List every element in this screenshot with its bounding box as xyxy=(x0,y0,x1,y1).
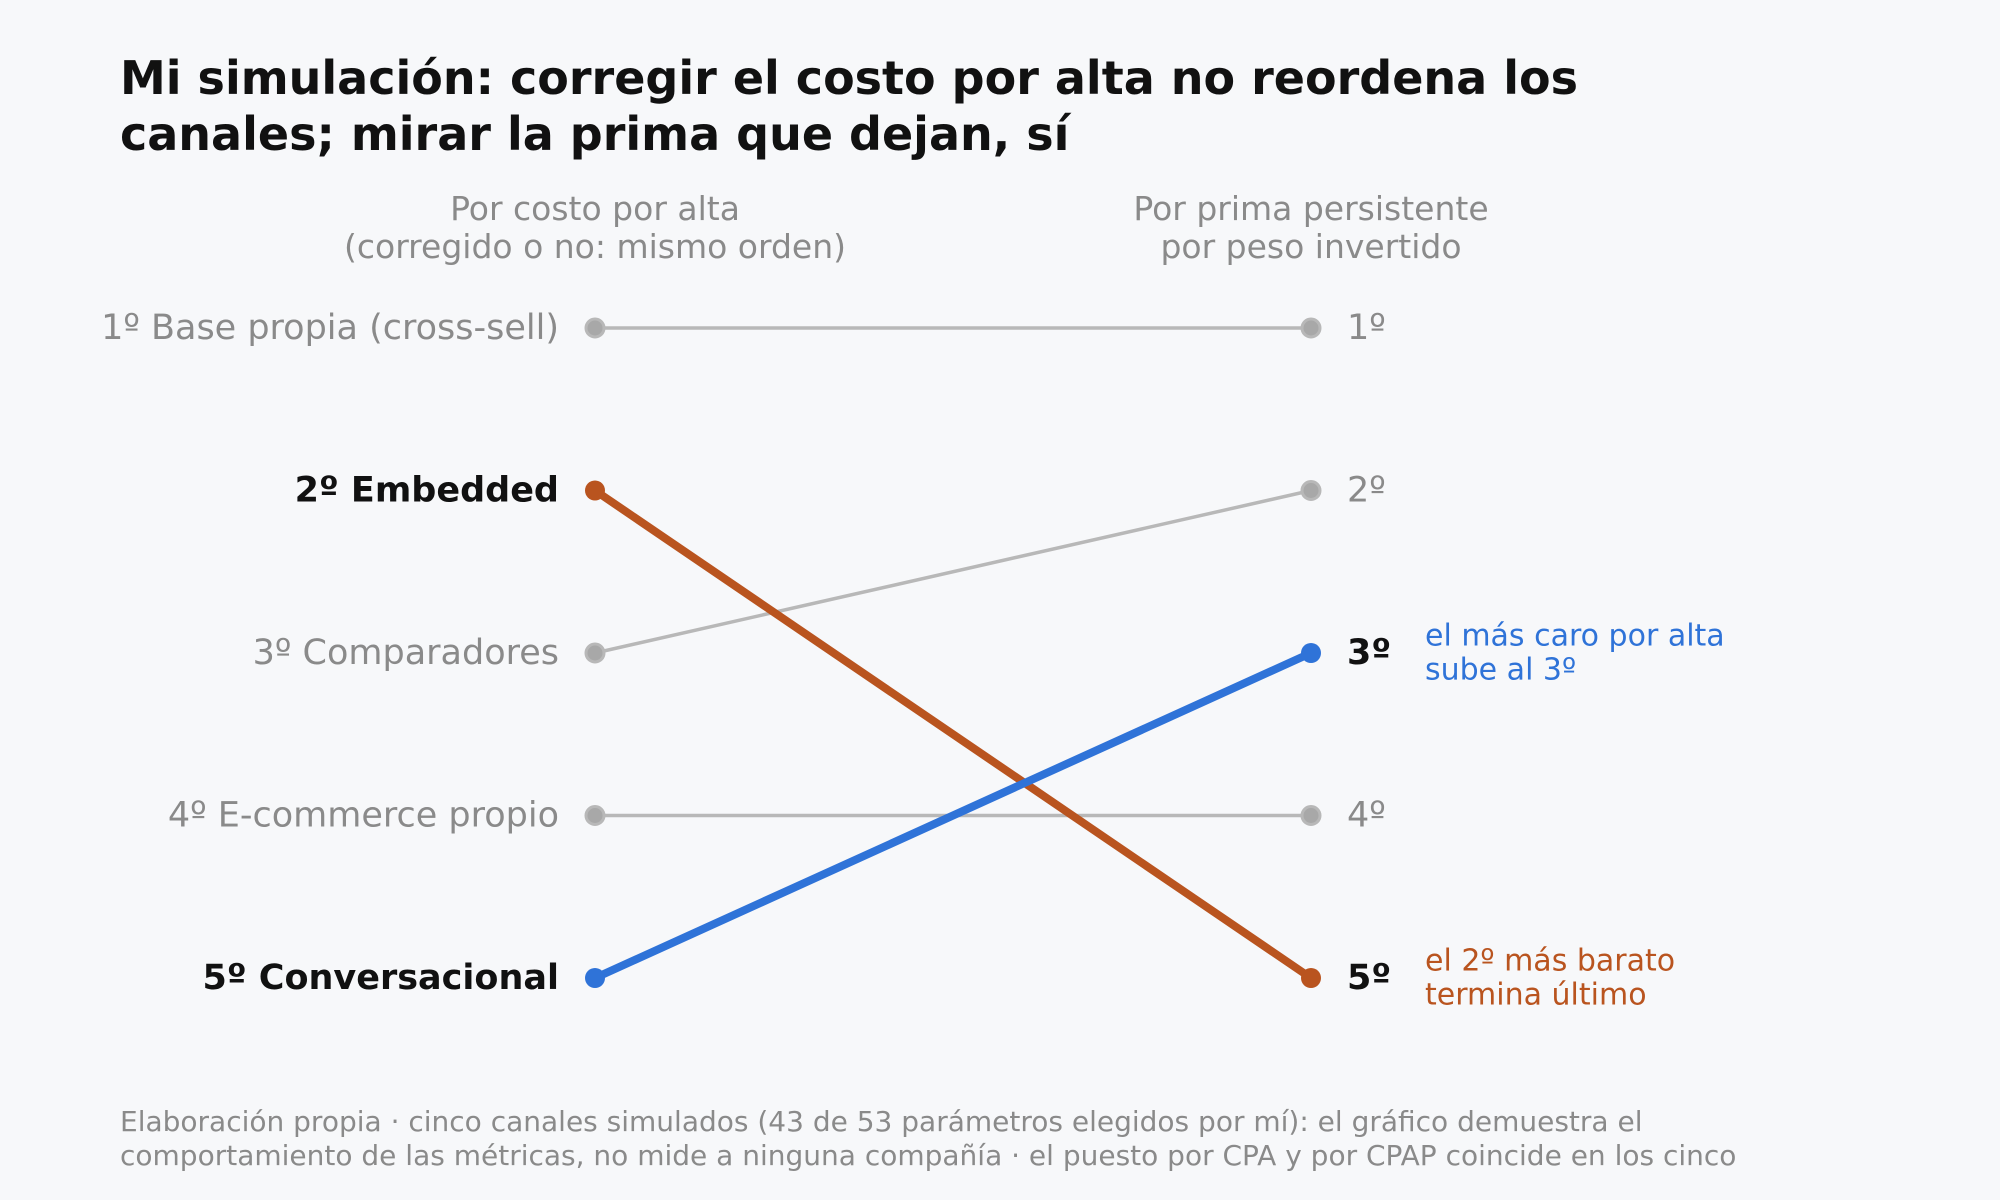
left-column-header: Por costo por alta (corregido o no: mism… xyxy=(245,190,945,266)
chart-title-line-1: Mi simulación: corregir el costo por alt… xyxy=(120,51,1578,105)
annotation-0-line-2: sube al 3º xyxy=(1425,653,1576,688)
series-dot-right-1 xyxy=(1301,968,1321,988)
chart-title: Mi simulación: corregir el costo por alt… xyxy=(120,50,1720,162)
footer-line-1: Elaboración propia · cinco canales simul… xyxy=(120,1105,1643,1138)
left-rank-label-1: 2º Embedded xyxy=(295,471,559,511)
right-column-header: Por prima persistente por peso invertido xyxy=(961,190,1661,266)
series-dot-right-4 xyxy=(1301,643,1321,663)
annotation-1-line-1: el 2º más barato xyxy=(1425,944,1675,979)
chart-footer: Elaboración propia · cinco canales simul… xyxy=(120,1105,1900,1173)
right-rank-label-2: 2º xyxy=(1347,471,1386,511)
slope-labels: 1º Base propia (cross-sell) 1º 2º Embedded… xyxy=(101,308,1725,1013)
series-dot-left-3 xyxy=(584,805,606,826)
series-dot-right-0 xyxy=(1300,317,1322,339)
slope-lines xyxy=(591,326,1315,982)
slope-dots xyxy=(584,317,1322,988)
left-rank-label-2: 3º Comparadores xyxy=(253,633,559,673)
left-column-header-line-2: (corregido o no: mismo orden) xyxy=(343,227,847,266)
annotation-1-line-2: termina último xyxy=(1425,978,1647,1013)
series-dot-left-2 xyxy=(584,642,606,664)
series-dot-left-4 xyxy=(585,968,605,988)
series-line-1 xyxy=(591,486,1315,982)
left-rank-label-3: 4º E-commerce propio xyxy=(168,796,559,836)
right-rank-label-3: 4º xyxy=(1347,796,1386,836)
series-dot-left-1 xyxy=(585,480,605,501)
series-dot-right-2 xyxy=(1300,480,1322,501)
series-line-4 xyxy=(591,649,1315,982)
footer-line-2: comportamiento de las métricas, no mide … xyxy=(120,1139,1737,1172)
right-rank-label-1: 5º xyxy=(1347,958,1391,998)
series-dot-left-0 xyxy=(584,317,606,339)
series-line-2 xyxy=(593,488,1313,655)
left-column-header-line-1: Por costo por alta xyxy=(450,189,740,228)
right-rank-label-4: 3º xyxy=(1347,633,1391,673)
annotation-0-line-1: el más caro por alta xyxy=(1425,619,1725,654)
series-dot-right-3 xyxy=(1300,805,1322,826)
left-rank-label-4: 5º Conversacional xyxy=(202,958,559,998)
right-rank-label-0: 1º xyxy=(1347,308,1386,348)
right-column-header-line-1: Por prima persistente xyxy=(1133,189,1489,228)
chart-title-line-2: canales; mirar la prima que dejan, sí xyxy=(120,107,1070,161)
left-rank-label-0: 1º Base propia (cross-sell) xyxy=(101,308,559,348)
right-column-header-line-2: por peso invertido xyxy=(1160,227,1462,266)
